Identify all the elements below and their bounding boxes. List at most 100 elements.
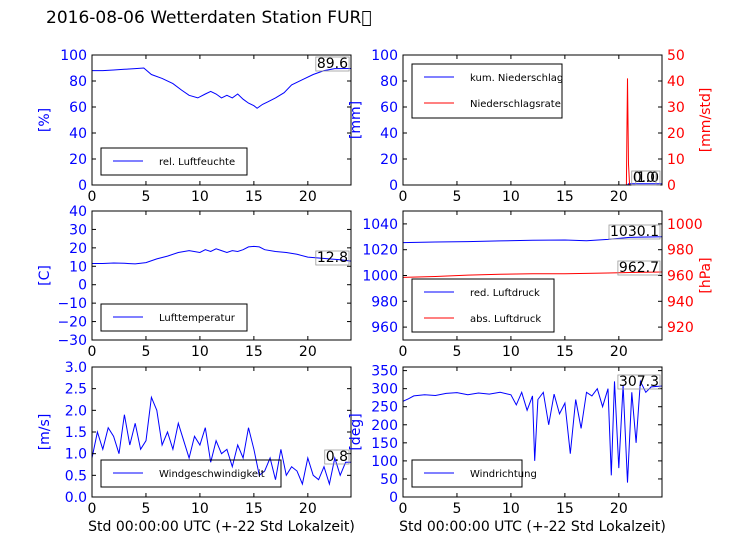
x-tick-label: 5 bbox=[141, 501, 150, 517]
legend-entry: Lufttemperatur bbox=[159, 313, 236, 324]
y-tick-label: 200 bbox=[371, 418, 398, 434]
legend: kum. Niederschlag Niederschlagsrate bbox=[411, 63, 563, 119]
legend: Lufttemperatur bbox=[100, 303, 248, 332]
panel-pressure: 0 5 10 15 20 960 980 1000 1020 1040 920 940 960 980 10… bbox=[362, 210, 714, 360]
x-tick-label: 20 bbox=[610, 344, 628, 360]
y-tick-label: 3.0 bbox=[65, 360, 87, 376]
x-tick-label: 15 bbox=[556, 344, 574, 360]
series-windgeschwindigkeit bbox=[92, 395, 351, 486]
y-tick-label: 50 bbox=[380, 472, 398, 488]
y-tick-label: 2.0 bbox=[65, 403, 87, 419]
y-tick-label: 20 bbox=[380, 152, 398, 168]
y-tick-label: 40 bbox=[69, 204, 87, 220]
y-tick-label: 0 bbox=[389, 490, 398, 506]
series-niederschlagsrate bbox=[403, 78, 662, 185]
y-tick-label: 300 bbox=[371, 382, 398, 398]
x-tick-label: 20 bbox=[299, 344, 317, 360]
x-tick-label: 10 bbox=[191, 344, 209, 360]
y-tick-label: 80 bbox=[69, 74, 87, 90]
x-tick-label: 0 bbox=[399, 189, 408, 205]
y-tick-label: 2.5 bbox=[65, 382, 87, 398]
y2-tick-label: 10 bbox=[667, 152, 685, 168]
y-tick-label: −20 bbox=[57, 315, 87, 331]
y2-tick-label: 40 bbox=[667, 74, 685, 90]
legend: Windgeschwindigkeit bbox=[100, 459, 282, 488]
y2-tick-label: 960 bbox=[667, 269, 694, 285]
x-tick-label: 10 bbox=[502, 344, 520, 360]
x-tick-label: 5 bbox=[452, 501, 461, 517]
y2-tick-label: 980 bbox=[667, 243, 694, 259]
panel-humidity: 0 5 10 15 20 0 20 40 60 80 100 [%] rel. Luftfeuchte 8… bbox=[37, 48, 352, 205]
plot-frame bbox=[91, 210, 352, 341]
y-tick-label: 0.5 bbox=[65, 468, 87, 484]
figure-title: 2016-08-06 Wetterdaten Station FUR  bbox=[46, 8, 372, 28]
y-axis-label: [m/s] bbox=[37, 414, 53, 451]
value-annotation: 962.7 bbox=[619, 260, 659, 276]
y-tick-label: 100 bbox=[371, 454, 398, 470]
x-tick-label: 0 bbox=[399, 501, 408, 517]
x-tick-label: 5 bbox=[141, 344, 150, 360]
y-tick-label: −30 bbox=[57, 333, 87, 349]
y-tick-label: 0 bbox=[389, 178, 398, 194]
y-axis-label: [mm] bbox=[348, 101, 364, 139]
x-tick-label: 5 bbox=[141, 189, 150, 205]
plot-frame bbox=[402, 366, 663, 498]
panel-precipitation: 0 5 10 15 20 0 20 40 60 80 100 0 10 20 30 40 50 [mm] [mm/s… bbox=[348, 48, 714, 205]
y-axis-label: [deg] bbox=[348, 413, 364, 450]
y-tick-label: 1040 bbox=[362, 217, 398, 233]
y-axis-label: [%] bbox=[37, 108, 53, 132]
x-tick-label: 0 bbox=[88, 344, 97, 360]
x-tick-label: 20 bbox=[299, 189, 317, 205]
y-tick-label: 1.0 bbox=[65, 447, 87, 463]
legend-entry: Windrichtung bbox=[470, 469, 537, 480]
y2-tick-label: 30 bbox=[667, 100, 685, 116]
series-windrichtung bbox=[403, 379, 662, 483]
x-tick-label: 20 bbox=[610, 189, 628, 205]
y-tick-label: 30 bbox=[69, 222, 87, 238]
y2-axis-label: [mm/std] bbox=[698, 88, 714, 153]
y-tick-label: 150 bbox=[371, 436, 398, 452]
y-tick-label: 250 bbox=[371, 400, 398, 416]
value-annotation: 1.0 bbox=[637, 170, 659, 186]
plot-frame bbox=[402, 54, 663, 186]
y-tick-label: 100 bbox=[60, 48, 87, 64]
series-kum-niederschlag bbox=[403, 183, 662, 185]
y2-axis-label: [hPa] bbox=[698, 257, 714, 293]
y2-tick-label: 920 bbox=[667, 320, 694, 336]
x-tick-label: 0 bbox=[399, 344, 408, 360]
y2-tick-label: 0 bbox=[667, 178, 676, 194]
legend-entry: abs. Luftdruck bbox=[470, 314, 541, 325]
x-tick-label: 10 bbox=[502, 189, 520, 205]
x-tick-label: 0 bbox=[88, 501, 97, 517]
x-tick-label: 10 bbox=[191, 501, 209, 517]
series-red-luftdruck bbox=[403, 236, 662, 244]
y-tick-label: 0 bbox=[78, 278, 87, 294]
y-tick-label: 1.5 bbox=[65, 425, 87, 441]
value-annotation: 0.0 bbox=[633, 170, 655, 186]
y-tick-label: 1020 bbox=[362, 243, 398, 259]
y-tick-label: 0 bbox=[78, 178, 87, 194]
y2-tick-label: 1000 bbox=[667, 217, 703, 233]
x-tick-label: 15 bbox=[556, 189, 574, 205]
x-tick-label: 20 bbox=[610, 501, 628, 517]
y-tick-label: 80 bbox=[380, 74, 398, 90]
y-tick-label: 40 bbox=[380, 126, 398, 142]
y-tick-label: 0.0 bbox=[65, 490, 87, 506]
x-tick-label: 10 bbox=[191, 189, 209, 205]
y-tick-label: 100 bbox=[371, 48, 398, 64]
y-tick-label: 960 bbox=[371, 320, 398, 336]
legend-entry: Windgeschwindigkeit bbox=[159, 469, 265, 480]
legend: rel. Luftfeuchte bbox=[100, 147, 248, 176]
y-tick-label: 20 bbox=[69, 241, 87, 257]
legend: red. Luftdruck abs. Luftdruck bbox=[411, 278, 555, 333]
panel-wind-speed: 0 5 10 15 20 0.0 0.5 1.0 1.5 2.0 2.5 3.0 [m/s] Std 00… bbox=[37, 360, 355, 535]
y2-tick-label: 940 bbox=[667, 294, 694, 310]
value-annotation: 0.8 bbox=[326, 449, 348, 465]
legend: Windrichtung bbox=[411, 459, 537, 488]
y2-tick-label: 50 bbox=[667, 48, 685, 64]
y-tick-label: 1000 bbox=[362, 269, 398, 285]
x-tick-label: 10 bbox=[502, 501, 520, 517]
plot-frame bbox=[91, 54, 352, 186]
